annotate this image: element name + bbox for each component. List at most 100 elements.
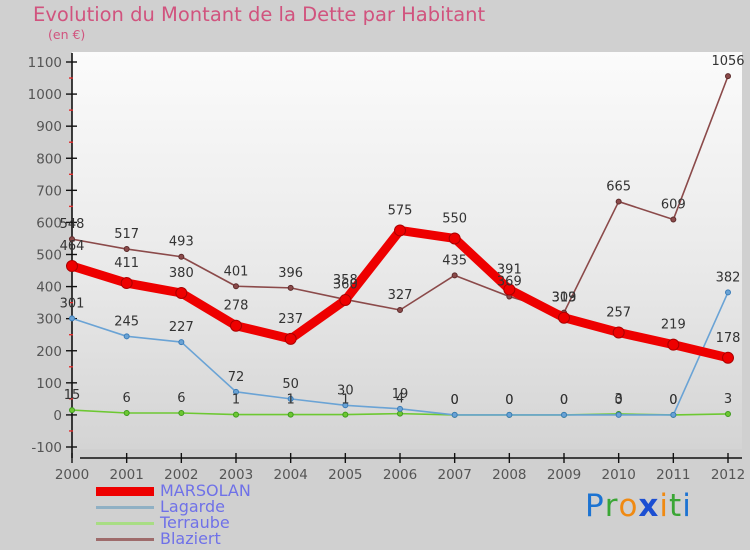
legend-item-label: Lagarde <box>160 497 225 516</box>
data-point-label: 548 <box>60 217 85 232</box>
data-point[interactable] <box>123 409 130 416</box>
data-point-label: 237 <box>278 312 303 327</box>
x-axis-tick-label: 2005 <box>328 467 362 480</box>
data-point-label: 0 <box>505 393 513 408</box>
data-point[interactable] <box>178 253 185 260</box>
data-point[interactable] <box>397 405 403 412</box>
series-labels-terraube: 15 6 6 1 1 1 4 0 0 0 3 0 3 <box>64 388 732 408</box>
data-point[interactable] <box>284 332 297 345</box>
data-point[interactable] <box>451 272 458 279</box>
data-point[interactable] <box>451 411 458 418</box>
data-point[interactable] <box>506 411 513 418</box>
y-axis-tick-label: 800 <box>36 151 62 167</box>
data-point-label: 0 <box>560 393 568 408</box>
y-axis-tick-label: 200 <box>36 344 62 360</box>
y-axis-tick-label: 700 <box>36 183 62 199</box>
data-point[interactable] <box>178 339 185 346</box>
data-point[interactable] <box>178 409 185 416</box>
data-point-label: 575 <box>388 203 413 218</box>
x-axis-tick-label: 2004 <box>273 467 307 480</box>
data-point[interactable] <box>725 289 731 296</box>
data-point[interactable] <box>448 232 461 245</box>
y-axis-tick-label: -100 <box>31 440 62 456</box>
data-point[interactable] <box>175 287 188 299</box>
data-point-label: 301 <box>60 296 85 311</box>
data-point[interactable] <box>615 198 622 205</box>
logo-letter: r <box>604 488 619 524</box>
data-point-label: 15 <box>64 388 81 403</box>
legend-item-label: Terraube <box>160 513 230 532</box>
data-point[interactable] <box>667 338 680 351</box>
data-point[interactable] <box>287 395 294 402</box>
logo-letter: t <box>669 488 683 524</box>
data-point-label: 4 <box>396 392 404 407</box>
data-point[interactable] <box>725 73 731 80</box>
data-point-label: 411 <box>114 256 139 271</box>
y-axis-tick-label: 400 <box>36 280 62 296</box>
data-point[interactable] <box>397 307 403 314</box>
data-point[interactable] <box>233 388 239 395</box>
data-point[interactable] <box>342 411 349 418</box>
data-point[interactable] <box>670 411 677 418</box>
data-point[interactable] <box>66 260 78 273</box>
data-point-label: 257 <box>606 305 631 320</box>
data-point-label: 1 <box>341 393 349 408</box>
legend-item-lagarde[interactable]: Lagarde <box>96 499 396 515</box>
legend-swatch-icon <box>96 521 154 525</box>
series-marsolan <box>66 224 734 364</box>
data-point[interactable] <box>69 407 75 414</box>
x-axis-tick-label: 2003 <box>219 467 253 480</box>
data-point[interactable] <box>503 283 516 296</box>
data-point-label: 665 <box>606 180 631 195</box>
chart-legend: MARSOLAN Lagarde Terraube Blaziert <box>96 483 396 547</box>
data-point[interactable] <box>233 411 239 418</box>
legend-item-blaziert[interactable]: Blaziert <box>96 531 396 547</box>
x-axis-tick-label: 2007 <box>437 467 471 480</box>
data-point[interactable] <box>670 216 677 223</box>
data-point[interactable] <box>394 224 406 237</box>
data-point[interactable] <box>339 294 352 307</box>
data-point[interactable] <box>287 284 294 291</box>
data-point-label: 1 <box>287 393 295 408</box>
y-axis-tick-label: 0 <box>53 408 62 424</box>
data-point[interactable] <box>233 283 239 290</box>
data-point[interactable] <box>287 411 294 418</box>
data-point[interactable] <box>123 246 130 253</box>
data-point[interactable] <box>725 410 731 417</box>
data-point[interactable] <box>558 311 570 324</box>
y-axis-tick-label: 100 <box>36 376 62 392</box>
data-point-label: 550 <box>442 211 467 226</box>
legend-item-label: MARSOLAN <box>160 481 251 500</box>
legend-swatch-icon <box>96 505 154 509</box>
legend-item-marsolan[interactable]: MARSOLAN <box>96 483 396 499</box>
data-point[interactable] <box>722 351 734 364</box>
data-point[interactable] <box>561 411 567 418</box>
data-point[interactable] <box>123 333 130 340</box>
data-point-label: 380 <box>169 266 194 281</box>
data-point-label: 0 <box>560 393 568 408</box>
legend-item-terraube[interactable]: Terraube <box>96 515 396 531</box>
data-point-label: 0 <box>669 393 677 408</box>
data-point-label: 396 <box>278 266 303 281</box>
data-point-label: 227 <box>169 320 194 335</box>
data-point[interactable] <box>230 319 242 332</box>
data-point-label: 3 <box>615 392 623 407</box>
data-point-label: 303 <box>552 291 577 306</box>
data-point[interactable] <box>397 410 403 417</box>
series-labels-blaziert: 548 517 493 401 396 360 327 435 369 319 665 609 1056 <box>60 54 745 305</box>
data-point-label: 0 <box>451 393 459 408</box>
data-point[interactable] <box>612 326 625 339</box>
y-axis-tick-label: 900 <box>36 119 62 135</box>
data-point-label: 358 <box>333 273 358 288</box>
x-axis-tick-label: 2008 <box>492 467 526 480</box>
data-point-label: 464 <box>60 239 85 254</box>
data-point[interactable] <box>69 236 75 243</box>
data-point[interactable] <box>342 402 349 409</box>
legend-swatch-icon <box>96 537 154 541</box>
data-point[interactable] <box>615 411 622 418</box>
x-axis-tick-label: 2002 <box>164 467 198 480</box>
data-point-label: 1056 <box>711 54 744 69</box>
data-point[interactable] <box>69 315 75 322</box>
data-point[interactable] <box>120 277 133 290</box>
